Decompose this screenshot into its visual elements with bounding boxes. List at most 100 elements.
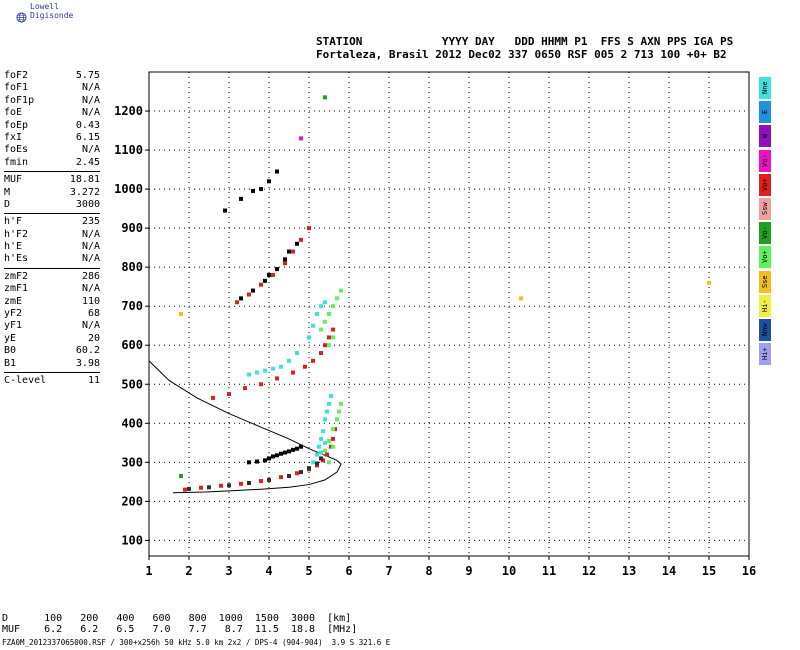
data-point	[315, 461, 319, 466]
data-point	[287, 249, 291, 254]
data-point	[251, 288, 255, 293]
data-point	[327, 335, 331, 340]
data-point	[183, 487, 187, 492]
param-value: N/A	[81, 320, 100, 332]
param-value: N/A	[81, 94, 100, 106]
data-point	[311, 460, 315, 465]
station-header: STATION YYYY DAY DDD HHMM P1 FFS S AXN P…	[316, 35, 733, 61]
param-name: foF1p	[4, 94, 35, 106]
x-tick-label: 10	[502, 564, 516, 578]
data-point	[275, 376, 279, 381]
logo-text: Lowell Digisonde	[30, 2, 74, 20]
data-point	[319, 450, 323, 455]
x-tick-label: 1	[145, 564, 152, 578]
param-row: MUF 18.81	[4, 174, 100, 186]
data-point	[319, 456, 323, 461]
param-value: 6.15	[75, 131, 100, 143]
param-name: zmE	[4, 295, 23, 307]
plot-frame	[148, 71, 750, 557]
x-tick-label: 12	[582, 564, 596, 578]
y-tick-label: 200	[121, 494, 143, 508]
data-point	[329, 393, 333, 398]
param-row: B0 60.2	[4, 345, 100, 357]
param-name: M	[4, 186, 11, 198]
param-row: D 3000	[4, 199, 100, 211]
muf-frequency-row: MUF 6.2 6.2 6.5 7.0 7.7 8.7 11.5 18.8 [M…	[2, 624, 358, 635]
param-row: C-level 11	[4, 375, 100, 387]
data-point	[279, 364, 283, 369]
globe-icon	[16, 12, 27, 23]
x-tick-label: 14	[662, 564, 676, 578]
param-row: zmF1 N/A	[4, 283, 100, 295]
param-row: foF2 5.75	[4, 70, 100, 82]
data-point	[247, 292, 251, 297]
data-point	[319, 436, 323, 441]
data-point	[331, 444, 335, 449]
data-point	[291, 249, 295, 254]
param-value: 0.43	[75, 119, 100, 131]
param-value: 235	[81, 216, 100, 228]
y-tick-label: 300	[121, 455, 143, 469]
param-value: 286	[81, 270, 100, 282]
data-point	[259, 479, 263, 484]
param-row: yF1 N/A	[4, 320, 100, 332]
param-row: fmin 2.45	[4, 157, 100, 169]
data-point	[219, 483, 223, 488]
data-point	[283, 261, 287, 266]
param-value: 68	[87, 308, 100, 320]
data-point	[187, 486, 191, 491]
param-row: h'Es N/A	[4, 253, 100, 265]
param-value: N/A	[81, 283, 100, 295]
data-point	[323, 300, 327, 305]
param-row: h'F 235	[4, 216, 100, 228]
data-point	[271, 366, 275, 371]
data-point	[321, 429, 325, 434]
param-name: h'Es	[4, 253, 29, 265]
data-point	[275, 267, 279, 272]
muf-distance-row: D 100 200 400 600 800 1000 1500 3000 [km…	[2, 613, 352, 624]
data-point	[247, 372, 251, 377]
data-point	[279, 451, 283, 456]
data-point	[327, 460, 331, 465]
data-point	[299, 444, 303, 449]
data-point	[295, 446, 299, 451]
data-point	[707, 280, 711, 285]
param-name: foF1	[4, 82, 29, 94]
param-name: foEs	[4, 144, 29, 156]
data-point	[259, 187, 263, 192]
data-point	[239, 296, 243, 301]
param-row: h'E N/A	[4, 241, 100, 253]
data-point	[307, 335, 311, 340]
data-point	[319, 351, 323, 356]
data-point	[267, 272, 271, 277]
data-point	[255, 370, 259, 375]
data-point	[331, 304, 335, 309]
legend-item: Hi-	[759, 294, 771, 317]
data-point	[299, 237, 303, 242]
data-point	[275, 169, 279, 174]
param-value: N/A	[81, 107, 100, 119]
data-point	[263, 368, 267, 373]
data-point	[327, 312, 331, 316]
x-tick-label: 11	[542, 564, 556, 578]
param-name: yE	[4, 332, 17, 344]
data-point	[319, 327, 323, 332]
legend-item: W	[759, 125, 771, 148]
y-tick-label: 100	[121, 533, 143, 547]
param-value: N/A	[81, 82, 100, 94]
y-tick-label: 900	[121, 221, 143, 235]
data-point	[331, 436, 335, 441]
param-name: foE	[4, 107, 23, 119]
x-tick-label: 6	[345, 564, 352, 578]
param-row: foEs N/A	[4, 144, 100, 156]
data-point	[335, 417, 339, 422]
param-row: B1 3.98	[4, 358, 100, 370]
header-line-1: STATION YYYY DAY DDD HHMM P1 FFS S AXN P…	[316, 35, 734, 48]
data-point	[271, 454, 275, 459]
y-tick-label: 500	[121, 377, 143, 391]
data-point	[335, 296, 339, 301]
legend-item: Hi+	[759, 343, 771, 366]
param-row: zmF2 286	[4, 271, 100, 283]
legend-item: Vo-	[759, 222, 771, 245]
data-point	[303, 364, 307, 369]
